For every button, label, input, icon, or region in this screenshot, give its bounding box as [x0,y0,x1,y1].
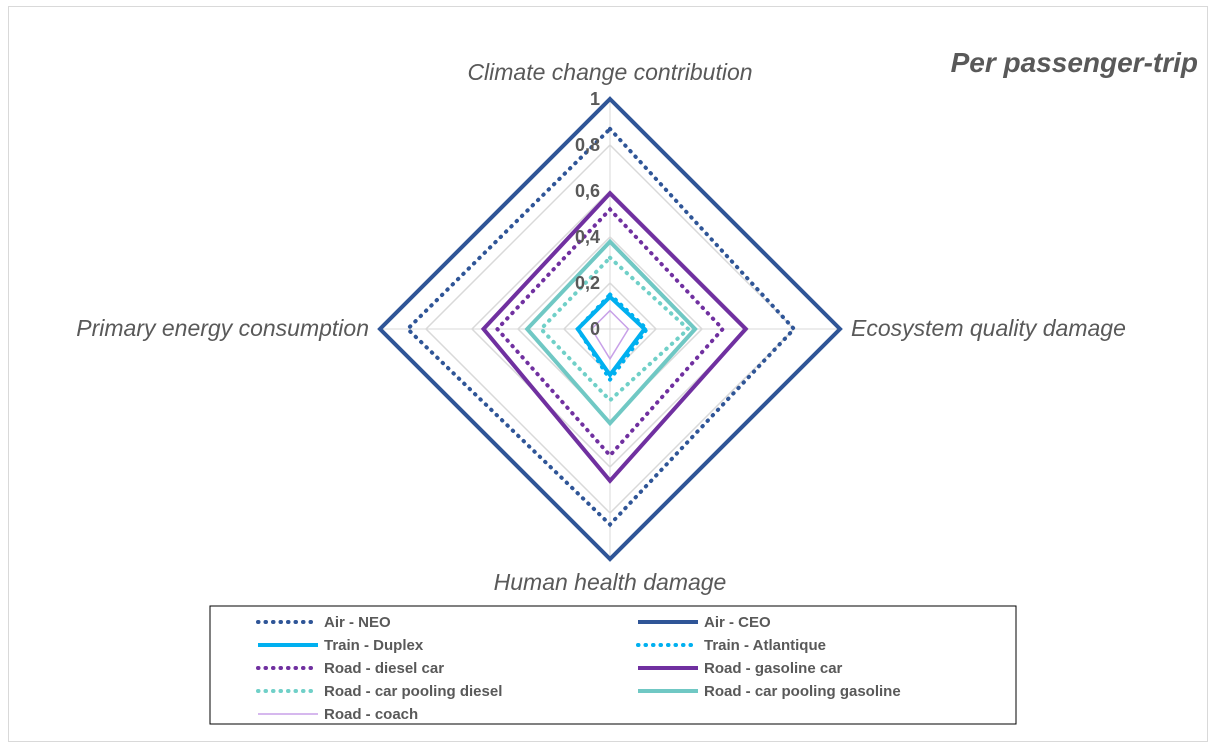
legend-label-4: Road - diesel car [324,660,444,677]
tick-label-1: 0,2 [575,273,600,293]
legend-label-8: Road - coach [324,706,418,723]
axis-label-ecosystem-quality: Ecosystem quality damage [851,315,1126,341]
legend-label-7: Road - car pooling gasoline [704,683,901,700]
tick-label-4: 0,8 [575,135,600,155]
radar-grid [378,97,842,561]
tick-label-2: 0,4 [575,227,600,247]
series-3 [575,291,650,384]
legend-label-5: Road - gasoline car [704,660,843,677]
chart-title: Per passenger-trip [951,47,1198,78]
series-8 [590,309,630,361]
legend: Air - NEO Air - CEO Train - Duplex Train - … [209,605,1017,725]
legend-entries: Air - NEO Air - CEO Train - Duplex Train - … [256,614,901,723]
series-5 [480,190,749,484]
series-6 [538,254,692,404]
series-7 [524,238,698,427]
tick-label-0: 0 [590,319,600,339]
chart-frame [8,6,1208,742]
legend-label-3: Train - Atlantique [704,637,826,654]
axis-label-human-health: Human health damage [494,569,727,595]
legend-label-6: Road - car pooling diesel [324,683,502,700]
axis-label-climate-change: Climate change contribution [467,59,752,85]
series-1 [377,96,843,562]
legend-label-0: Air - NEO [324,614,391,631]
tick-label-5: 1 [590,89,600,109]
legend-label-2: Train - Duplex [324,637,424,654]
radial-ticks: 0 0,2 0,4 0,6 0,8 1 [575,89,600,339]
axis-label-primary-energy: Primary energy consumption [76,315,369,341]
legend-box [209,605,1017,725]
legend-label-1: Air - CEO [704,614,771,631]
series-0 [404,126,797,528]
radar-series [377,96,843,562]
tick-label-3: 0,6 [575,181,600,201]
